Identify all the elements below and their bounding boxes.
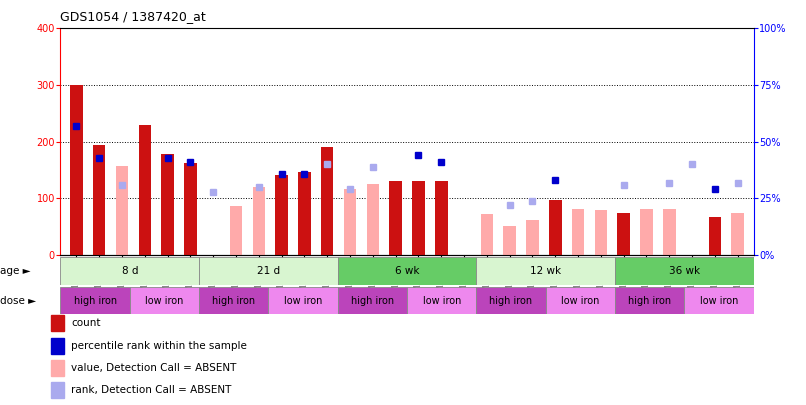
Text: value, Detection Call = ABSENT: value, Detection Call = ABSENT: [71, 363, 237, 373]
Bar: [571, 209, 584, 255]
Text: 12 wk: 12 wk: [530, 266, 561, 276]
Bar: [407, 287, 476, 314]
Bar: [298, 172, 310, 255]
Bar: [230, 206, 243, 255]
Bar: [52, 360, 64, 376]
Text: 36 wk: 36 wk: [669, 266, 700, 276]
Bar: [52, 382, 64, 398]
Bar: [338, 287, 407, 314]
Bar: [70, 85, 83, 255]
Bar: [130, 287, 199, 314]
Bar: [615, 257, 754, 285]
Text: 8 d: 8 d: [122, 266, 138, 276]
Bar: [367, 184, 379, 255]
Text: 6 wk: 6 wk: [395, 266, 419, 276]
Text: low iron: low iron: [422, 296, 461, 305]
Text: high iron: high iron: [489, 296, 533, 305]
Text: low iron: low iron: [561, 296, 600, 305]
Bar: [139, 125, 151, 255]
Bar: [526, 220, 538, 255]
Bar: [338, 257, 476, 285]
Text: percentile rank within the sample: percentile rank within the sample: [71, 341, 247, 351]
Text: dose ►: dose ►: [0, 296, 36, 305]
Bar: [199, 287, 268, 314]
Bar: [343, 190, 356, 255]
Bar: [161, 154, 174, 255]
Bar: [549, 200, 562, 255]
Bar: [268, 287, 338, 314]
Text: low iron: low iron: [284, 296, 322, 305]
Bar: [476, 287, 546, 314]
Bar: [595, 210, 607, 255]
Text: high iron: high iron: [73, 296, 117, 305]
Bar: [615, 287, 684, 314]
Text: high iron: high iron: [351, 296, 394, 305]
Bar: [480, 214, 493, 255]
Bar: [52, 315, 64, 331]
Bar: [617, 213, 630, 255]
Bar: [93, 145, 106, 255]
Bar: [252, 187, 265, 255]
Bar: [435, 181, 447, 255]
Bar: [52, 338, 64, 354]
Bar: [546, 287, 615, 314]
Bar: [199, 257, 338, 285]
Bar: [708, 217, 721, 255]
Bar: [389, 181, 402, 255]
Text: high iron: high iron: [628, 296, 671, 305]
Bar: [476, 257, 615, 285]
Text: low iron: low iron: [700, 296, 738, 305]
Text: GDS1054 / 1387420_at: GDS1054 / 1387420_at: [60, 10, 206, 23]
Bar: [116, 166, 128, 255]
Bar: [504, 226, 516, 255]
Bar: [60, 257, 199, 285]
Text: high iron: high iron: [212, 296, 256, 305]
Text: 21 d: 21 d: [257, 266, 280, 276]
Bar: [684, 287, 754, 314]
Text: count: count: [71, 318, 101, 328]
Bar: [663, 209, 675, 255]
Bar: [276, 175, 288, 255]
Bar: [640, 209, 653, 255]
Bar: [184, 163, 197, 255]
Bar: [731, 213, 744, 255]
Bar: [412, 181, 425, 255]
Bar: [321, 147, 334, 255]
Text: low iron: low iron: [145, 296, 184, 305]
Text: age ►: age ►: [0, 266, 31, 276]
Text: rank, Detection Call = ABSENT: rank, Detection Call = ABSENT: [71, 385, 231, 395]
Bar: [60, 287, 130, 314]
